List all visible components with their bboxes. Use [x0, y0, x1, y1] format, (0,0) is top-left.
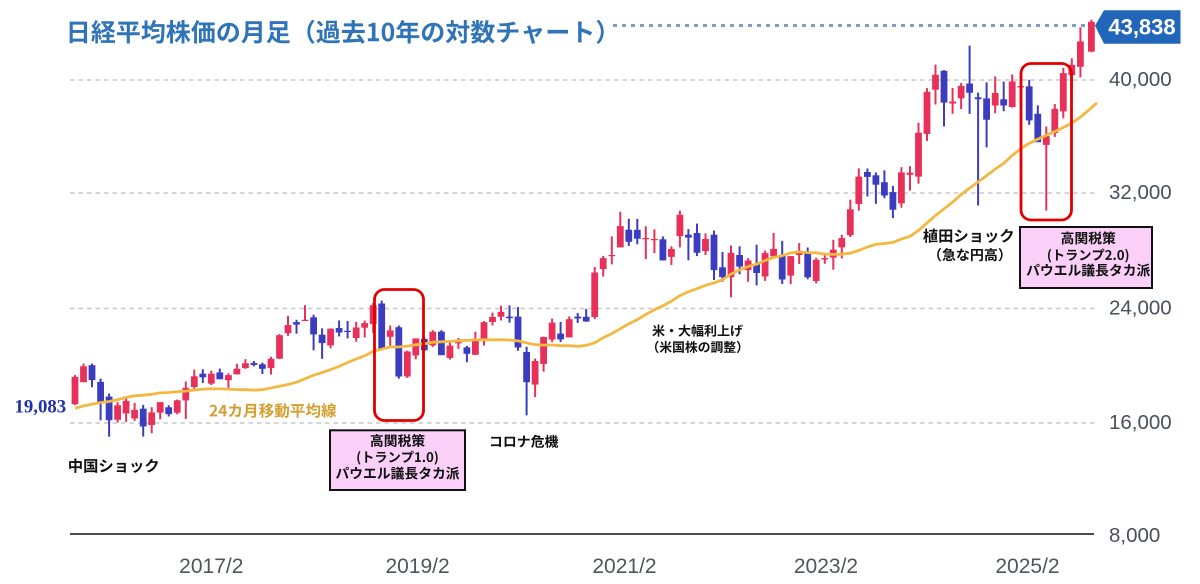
svg-text:8,000: 8,000 — [1109, 524, 1160, 547]
svg-text:2023/2: 2023/2 — [794, 555, 858, 578]
svg-text:24,000: 24,000 — [1109, 296, 1172, 319]
svg-text:2025/2: 2025/2 — [995, 555, 1059, 578]
svg-text:2021/2: 2021/2 — [592, 555, 656, 578]
svg-text:43,838: 43,838 — [1108, 15, 1175, 40]
svg-text:2019/2: 2019/2 — [385, 555, 449, 578]
svg-text:19,083: 19,083 — [15, 397, 67, 418]
svg-text:2017/2: 2017/2 — [179, 555, 243, 578]
svg-text:16,000: 16,000 — [1109, 411, 1172, 434]
svg-text:32,000: 32,000 — [1109, 181, 1172, 204]
svg-text:40,000: 40,000 — [1109, 68, 1172, 91]
